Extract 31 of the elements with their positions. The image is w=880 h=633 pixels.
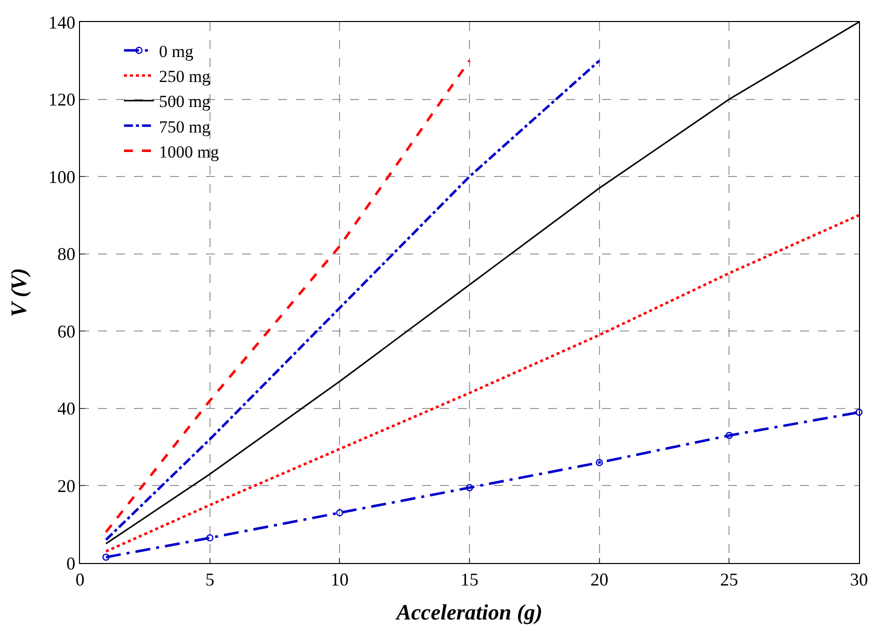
y-tick-label: 40 bbox=[57, 398, 76, 419]
y-tick-label: 20 bbox=[57, 476, 76, 496]
x-tick-label: 30 bbox=[850, 570, 868, 590]
point bbox=[596, 458, 603, 466]
point bbox=[336, 509, 344, 516]
point bbox=[102, 554, 110, 561]
legend-label: 250 mg bbox=[158, 67, 211, 86]
x-tick-label: 10 bbox=[330, 570, 349, 590]
legend-label: 1000 mg bbox=[158, 142, 220, 162]
x-tick-label: 15 bbox=[460, 570, 478, 590]
point bbox=[726, 432, 733, 440]
legend-label: 750 mg bbox=[158, 117, 211, 136]
legend-label: 500 mg bbox=[158, 92, 211, 112]
y-tick-label: 80 bbox=[57, 244, 76, 264]
line-series bbox=[104, 59, 471, 534]
x-tick-label: 25 bbox=[720, 570, 738, 590]
y-tick-label: 140 bbox=[48, 12, 76, 32]
y-axis-title: V (V) bbox=[6, 268, 32, 318]
y-tick-label: 0 bbox=[66, 553, 76, 574]
line-series bbox=[104, 59, 601, 542]
point bbox=[466, 484, 474, 492]
y-tick-label: 60 bbox=[57, 321, 76, 342]
x-tick-label: 5 bbox=[205, 570, 214, 590]
x-axis-title: Acceleration (g) bbox=[394, 600, 543, 624]
x-tick-label: 20 bbox=[590, 570, 608, 590]
point bbox=[855, 408, 863, 416]
y-tick-label: 100 bbox=[48, 166, 76, 187]
y-tick-label: 120 bbox=[48, 90, 76, 110]
point bbox=[206, 534, 214, 542]
legend-label: 0 mg bbox=[158, 42, 194, 61]
line-series bbox=[104, 214, 859, 553]
